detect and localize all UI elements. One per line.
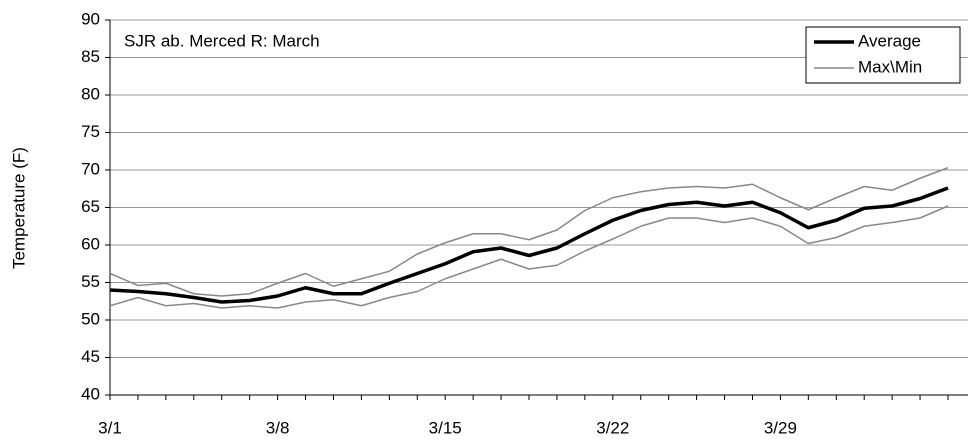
x-tick-label: 3/8 xyxy=(266,418,290,437)
series-line xyxy=(109,205,949,309)
y-tick-label: 85 xyxy=(81,47,100,66)
y-tick-label: 80 xyxy=(81,84,100,103)
y-tick-label: 50 xyxy=(81,309,100,328)
y-tick-label: 40 xyxy=(81,384,100,403)
y-tick-label: 70 xyxy=(81,159,100,178)
y-tick-label: 75 xyxy=(81,122,100,141)
x-tick-label: 3/15 xyxy=(429,418,462,437)
x-tick-label: 3/22 xyxy=(596,418,629,437)
annotation: SJR ab. Merced R: March xyxy=(124,31,320,50)
legend-label: Max\Min xyxy=(858,57,922,76)
y-tick-label: 60 xyxy=(81,234,100,253)
series-line xyxy=(109,186,949,304)
x-tick-label: 3/29 xyxy=(764,418,797,437)
x-tick-label: 3/1 xyxy=(98,418,122,437)
y-tick-label: 55 xyxy=(81,272,100,291)
y-tick-label: 90 xyxy=(81,9,100,28)
legend-box xyxy=(805,26,961,84)
y-tick-label: 65 xyxy=(81,197,100,216)
series-line xyxy=(109,167,949,297)
y-axis-label: Temperature (F) xyxy=(9,147,28,269)
legend-label: Average xyxy=(858,31,921,50)
y-tick-label: 45 xyxy=(81,347,100,366)
